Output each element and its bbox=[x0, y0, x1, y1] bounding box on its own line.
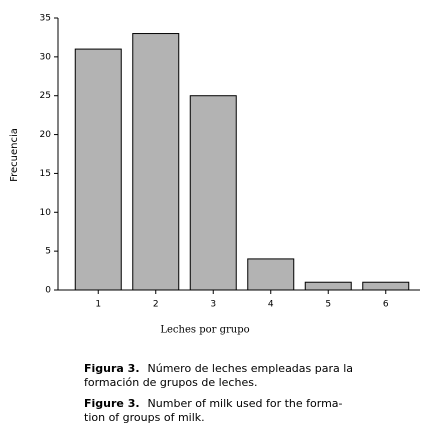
caption-label: Figure 3. bbox=[84, 397, 140, 410]
caption-line: formación de grupos de leches. bbox=[84, 376, 258, 389]
bar bbox=[74, 48, 122, 291]
y-tick-label: 20 bbox=[40, 130, 52, 140]
bar bbox=[247, 258, 295, 291]
y-tick-label: 5 bbox=[45, 247, 51, 257]
x-tick-label: 4 bbox=[268, 300, 274, 310]
x-tick-label: 1 bbox=[95, 300, 101, 310]
x-tick-label: 3 bbox=[210, 300, 216, 310]
caption-label: Figura 3. bbox=[84, 362, 140, 375]
bar bbox=[304, 281, 352, 291]
x-tick-label: 6 bbox=[383, 300, 389, 310]
caption-es: Figura 3. Número de leches empleadas para… bbox=[84, 362, 353, 390]
y-tick-label: 35 bbox=[40, 14, 51, 24]
y-tick-label: 25 bbox=[40, 91, 51, 101]
caption-en: Figure 3. Number of milk used for the for… bbox=[84, 397, 343, 425]
x-tick-label: 2 bbox=[153, 300, 159, 310]
y-tick-label: 30 bbox=[40, 52, 52, 62]
y-tick-label: 0 bbox=[45, 286, 51, 296]
bar bbox=[189, 95, 237, 291]
x-tick-label: 5 bbox=[325, 300, 331, 310]
y-axis-label: Frecuencia bbox=[9, 128, 20, 182]
caption-line: Número de leches empleadas para la bbox=[147, 362, 354, 375]
x-axis-label: Leches por grupo bbox=[160, 325, 249, 336]
caption-line: Number of milk used for the forma- bbox=[147, 397, 343, 410]
caption-line: tion of groups of milk. bbox=[84, 411, 205, 424]
bar bbox=[362, 281, 410, 291]
y-tick-label: 15 bbox=[40, 169, 51, 179]
chart: Frecuencia Leches por grupo 051015202530… bbox=[9, 14, 420, 336]
bar bbox=[132, 33, 180, 291]
y-tick-label: 10 bbox=[40, 208, 52, 218]
